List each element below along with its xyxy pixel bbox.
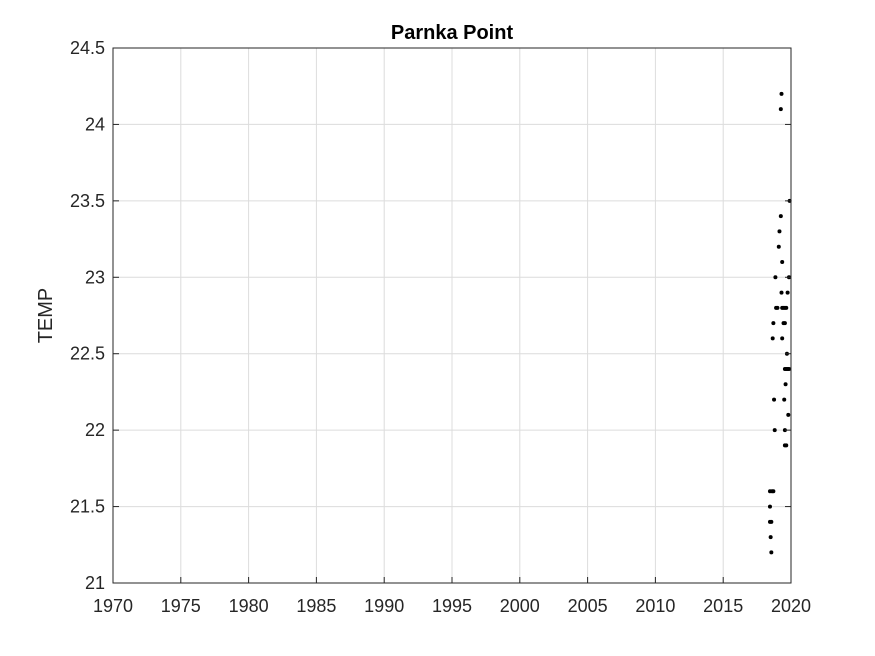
x-tick-label: 1985 — [296, 596, 336, 616]
data-point — [780, 260, 785, 264]
data-point — [779, 91, 784, 96]
data-point — [775, 305, 780, 310]
data-point — [778, 107, 783, 112]
x-tick-label: 1995 — [432, 596, 472, 616]
points-layer — [767, 91, 792, 555]
x-tick-label: 2015 — [703, 596, 743, 616]
ticks-layer: 1970 1975 1980 1985 1990 1995 2000 2005 2010 2015… — [70, 38, 811, 616]
data-point — [771, 489, 776, 494]
y-tick-label: 24.5 — [70, 38, 105, 58]
data-point — [780, 336, 785, 341]
data-point — [786, 412, 791, 417]
y-tick-label: 22 — [85, 420, 105, 440]
x-tick-label: 2010 — [635, 596, 675, 616]
y-tick-label: 23.5 — [70, 191, 105, 211]
data-point — [778, 214, 783, 219]
data-point — [782, 428, 787, 433]
data-point — [772, 397, 777, 402]
data-point — [784, 443, 789, 448]
x-tick-label: 1970 — [93, 596, 133, 616]
x-tick-label: 1990 — [364, 596, 404, 616]
data-point — [786, 367, 791, 371]
data-point — [770, 336, 775, 341]
data-point — [782, 321, 787, 326]
data-point — [785, 290, 790, 295]
data-point — [784, 305, 789, 310]
data-point — [769, 519, 774, 524]
data-point — [773, 275, 778, 280]
y-tick-label: 21 — [85, 573, 105, 593]
chart-title: Parnka Point — [391, 22, 514, 44]
y-tick-label: 23 — [85, 267, 105, 287]
grid-layer — [113, 48, 791, 583]
x-tick-label: 1980 — [229, 596, 269, 616]
data-point — [776, 244, 781, 249]
data-point — [783, 382, 788, 387]
x-tick-label: 1975 — [161, 596, 201, 616]
y-axis-label: TEMP — [35, 288, 57, 344]
y-tick-label: 21.5 — [70, 497, 105, 517]
data-point — [767, 504, 772, 509]
y-tick-label: 24 — [85, 114, 105, 134]
data-point — [769, 550, 774, 555]
data-point — [782, 397, 787, 402]
x-tick-label: 2005 — [568, 596, 608, 616]
data-point — [779, 290, 784, 295]
data-point — [772, 428, 777, 433]
y-tick-label: 22.5 — [70, 344, 105, 364]
data-point — [771, 321, 776, 326]
data-point — [768, 535, 773, 540]
x-tick-label: 2020 — [771, 596, 811, 616]
x-tick-label: 2000 — [500, 596, 540, 616]
data-point — [777, 229, 782, 234]
